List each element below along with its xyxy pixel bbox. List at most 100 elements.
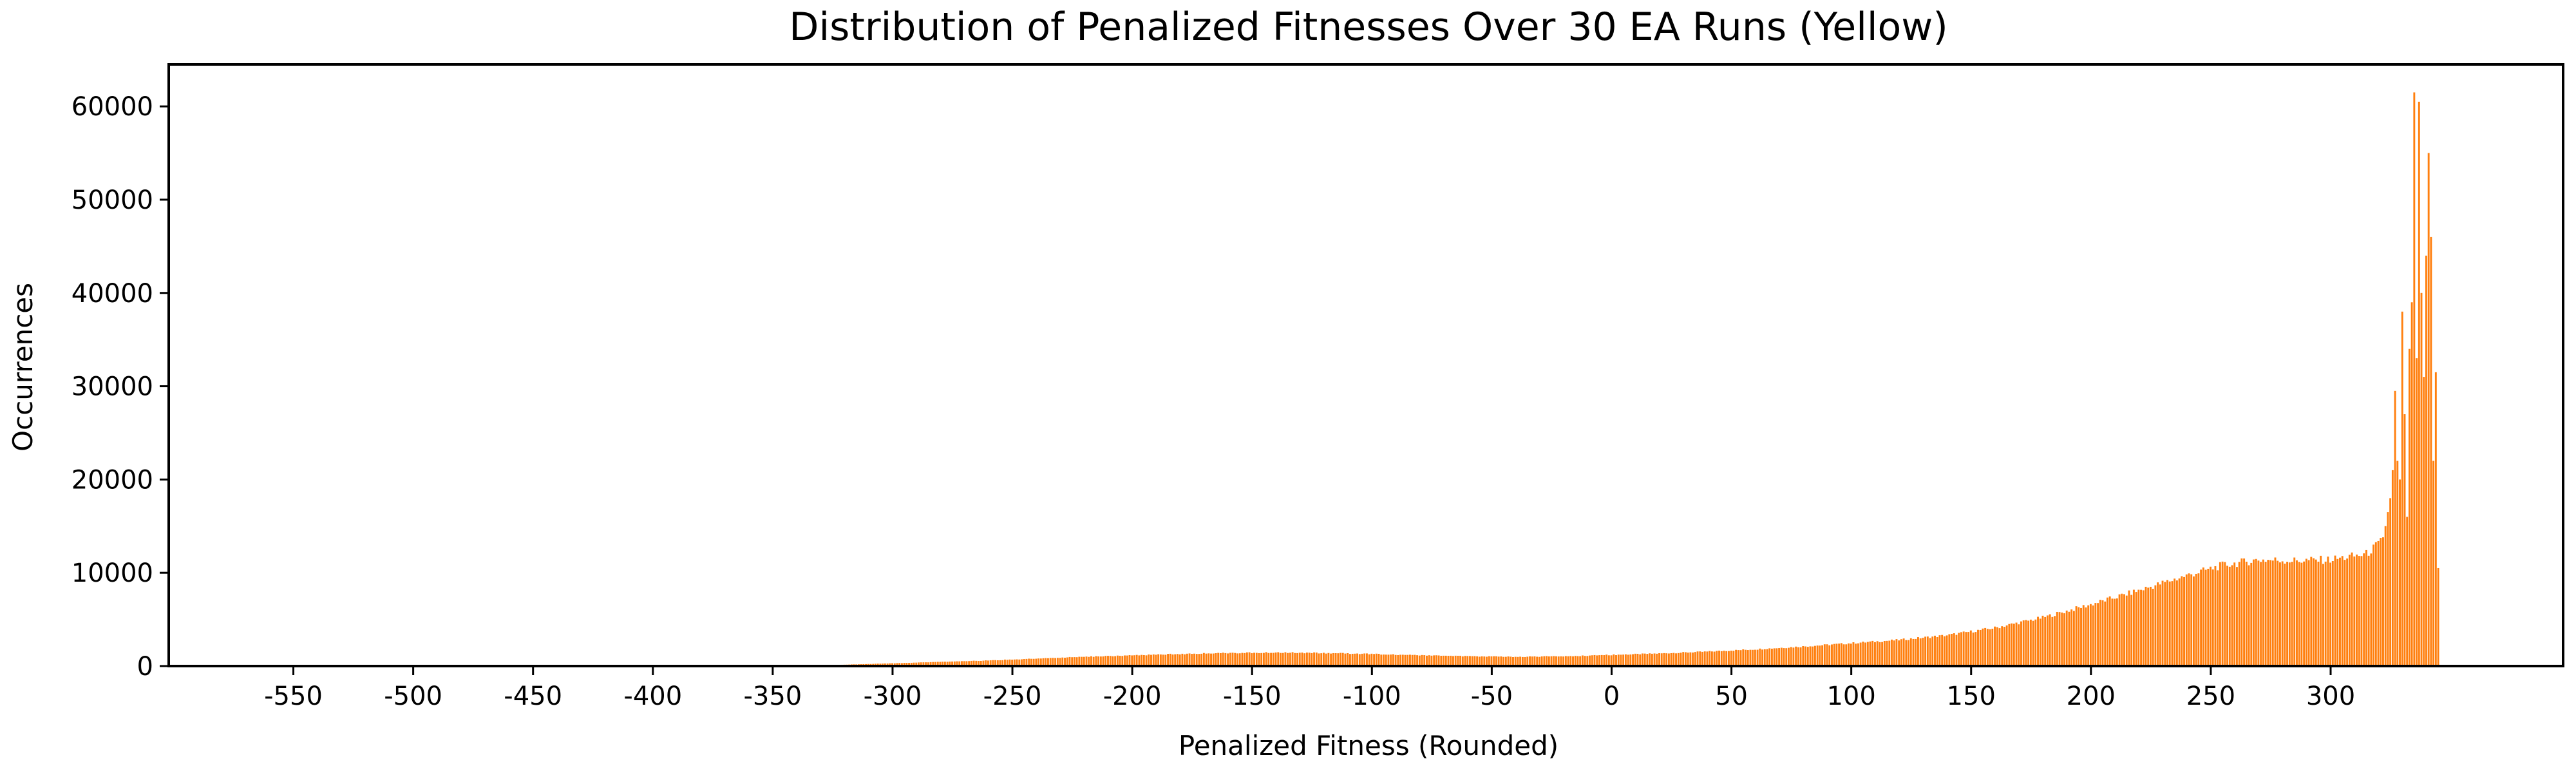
histogram-bar	[1291, 652, 1294, 666]
histogram-bar	[1680, 653, 1682, 666]
histogram-bar	[2217, 570, 2219, 666]
histogram-bar	[972, 660, 975, 666]
histogram-bar	[1193, 653, 1195, 666]
histogram-bar	[1251, 653, 1253, 666]
histogram-bar	[1524, 656, 1526, 666]
histogram-bar	[2255, 558, 2257, 666]
histogram-bar	[1663, 653, 1665, 666]
histogram-bar	[1148, 654, 1150, 666]
histogram-bar	[1284, 652, 1287, 666]
histogram-bar	[2305, 558, 2307, 666]
histogram-bar	[2372, 544, 2375, 666]
histogram-bar	[2291, 562, 2293, 666]
histogram-bar	[1596, 655, 1598, 666]
histogram-bar	[946, 662, 949, 666]
histogram-bar	[1018, 659, 1021, 666]
histogram-bar	[1598, 655, 1600, 666]
x-axis-label: Penalized Fitness (Rounded)	[1179, 730, 1558, 761]
histogram-bar	[994, 660, 997, 666]
histogram-bar	[2034, 619, 2037, 666]
histogram-bar	[896, 663, 898, 666]
histogram-bar	[2032, 620, 2034, 666]
x-tick-label: -100	[1343, 682, 1401, 711]
histogram-bar	[1624, 654, 1627, 666]
histogram-bar	[1567, 656, 1569, 666]
histogram-bar	[2145, 586, 2147, 666]
histogram-bar	[1095, 656, 1097, 666]
histogram-bar	[2346, 558, 2349, 666]
histogram-bar	[1387, 654, 1390, 666]
histogram-bar	[2097, 603, 2099, 666]
histogram-bar	[1121, 656, 1124, 666]
histogram-bar	[2070, 609, 2073, 666]
histogram-bar	[1627, 654, 1629, 666]
histogram-bar	[1709, 651, 1711, 666]
x-tick-label: 50	[1715, 682, 1748, 711]
histogram-bar	[1356, 653, 1359, 666]
histogram-bar	[1538, 656, 1540, 666]
histogram-bar	[1790, 647, 1792, 666]
histogram-bar	[1280, 653, 1282, 666]
histogram-bar	[1653, 653, 1656, 666]
histogram-bar	[1586, 656, 1589, 666]
histogram-bar	[1672, 653, 1675, 666]
histogram-bar	[1092, 656, 1095, 666]
histogram-bar	[2161, 580, 2164, 666]
histogram-bar	[1437, 655, 1440, 666]
histogram-bar	[2262, 559, 2264, 666]
histogram-bar	[1656, 653, 1658, 666]
histogram-bar	[2039, 618, 2041, 666]
histogram-bar	[1670, 653, 1672, 666]
y-tick-label: 50000	[71, 186, 153, 215]
histogram-bar	[1370, 653, 1373, 666]
histogram-bar	[1016, 659, 1018, 666]
histogram-bar	[1495, 656, 1497, 666]
histogram-bar	[1349, 654, 1351, 666]
histogram-bar	[1564, 656, 1567, 666]
histogram-bar	[1900, 639, 1902, 666]
histogram-bar	[1461, 656, 1464, 666]
histogram-bar	[1347, 653, 1349, 666]
histogram-bar	[1258, 653, 1260, 666]
histogram-bar	[1763, 649, 1766, 666]
histogram-bar	[1061, 657, 1064, 666]
histogram-bar	[1555, 656, 1557, 666]
histogram-bar	[1064, 658, 1066, 666]
histogram-bar	[1617, 654, 1620, 666]
histogram-bar	[2150, 586, 2152, 666]
histogram-bar	[1021, 659, 1023, 666]
histogram-bar	[1028, 658, 1030, 666]
histogram-bar	[1327, 653, 1330, 666]
histogram-bar	[1011, 660, 1014, 666]
histogram-bar	[2094, 603, 2097, 666]
histogram-bar	[1926, 636, 1929, 666]
histogram-bar	[1208, 653, 1210, 666]
histogram-bar	[1730, 651, 1732, 666]
histogram-bar	[1802, 646, 1804, 666]
histogram-bar	[1294, 653, 1296, 666]
histogram-bar	[1198, 654, 1200, 666]
y-axis-label: Occurrences	[7, 283, 39, 452]
histogram-bar	[2341, 556, 2344, 666]
histogram-bar	[1684, 652, 1687, 666]
histogram-bar	[1891, 639, 1893, 666]
histogram-bar	[1174, 654, 1177, 666]
histogram-bar	[1723, 651, 1725, 666]
histogram-bar	[1099, 656, 1102, 666]
histogram-bar	[1131, 655, 1133, 666]
histogram-bar	[2001, 626, 2003, 666]
histogram-bar	[2257, 560, 2260, 666]
histogram-bar	[1874, 642, 1876, 666]
histogram-bar	[1162, 654, 1164, 666]
histogram-bar	[1229, 653, 1231, 666]
histogram-bar	[1718, 651, 1720, 666]
histogram-bar	[2061, 612, 2063, 666]
histogram-bar	[1042, 658, 1045, 666]
histogram-bar	[953, 661, 956, 666]
histogram-bar	[2260, 562, 2262, 666]
histogram-bar	[2219, 562, 2221, 666]
histogram-bar	[1390, 654, 1392, 666]
histogram-bar	[1481, 656, 1483, 666]
histogram-bar	[898, 663, 901, 666]
histogram-bar	[1133, 655, 1135, 666]
